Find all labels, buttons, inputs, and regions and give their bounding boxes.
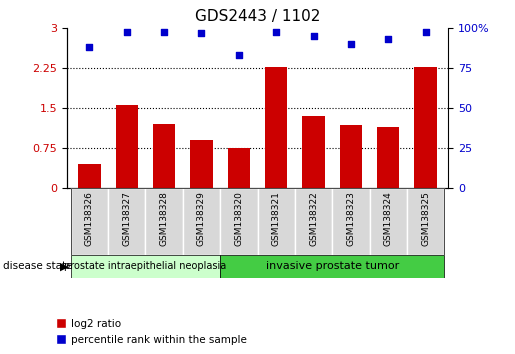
Text: GSM138327: GSM138327 (122, 191, 131, 246)
Bar (71, 188, 108, 255)
Bar (78, 164, 100, 188)
Text: GSM138323: GSM138323 (347, 191, 355, 246)
Text: GSM138321: GSM138321 (272, 191, 281, 246)
Text: ▶: ▶ (60, 261, 68, 271)
Bar (153, 124, 175, 188)
Point (160, 29, 168, 34)
Bar (220, 188, 258, 255)
Text: GSM138322: GSM138322 (309, 191, 318, 246)
Point (384, 37, 392, 42)
Text: prostate intraepithelial neoplasia: prostate intraepithelial neoplasia (64, 261, 227, 272)
Bar (228, 148, 250, 188)
Text: GSM138324: GSM138324 (384, 191, 393, 246)
Point (123, 29, 131, 34)
Title: GDS2443 / 1102: GDS2443 / 1102 (195, 9, 320, 24)
Bar (71, 255, 220, 278)
Text: GSM138326: GSM138326 (85, 191, 94, 246)
Point (310, 34, 318, 39)
Bar (115, 105, 138, 188)
Point (235, 53, 243, 58)
Text: disease state: disease state (3, 261, 72, 271)
Bar (258, 188, 295, 255)
Text: GSM138320: GSM138320 (234, 191, 243, 246)
Bar (340, 125, 362, 188)
Bar (265, 67, 287, 188)
Bar (220, 255, 444, 278)
Bar (108, 188, 145, 255)
Point (272, 29, 280, 34)
Bar (377, 127, 400, 188)
Bar (302, 116, 325, 188)
Bar (190, 140, 213, 188)
Bar (415, 67, 437, 188)
Point (347, 41, 355, 47)
Point (85, 45, 94, 50)
Bar (145, 188, 183, 255)
Bar (370, 188, 407, 255)
Text: GSM138328: GSM138328 (160, 191, 168, 246)
Text: GSM138325: GSM138325 (421, 191, 430, 246)
Legend: log2 ratio, percentile rank within the sample: log2 ratio, percentile rank within the s… (52, 315, 251, 349)
Bar (332, 188, 370, 255)
Point (421, 29, 430, 34)
Bar (407, 188, 444, 255)
Text: GSM138329: GSM138329 (197, 191, 206, 246)
Text: invasive prostate tumor: invasive prostate tumor (266, 261, 399, 272)
Bar (295, 188, 332, 255)
Point (197, 30, 205, 36)
Bar (183, 188, 220, 255)
